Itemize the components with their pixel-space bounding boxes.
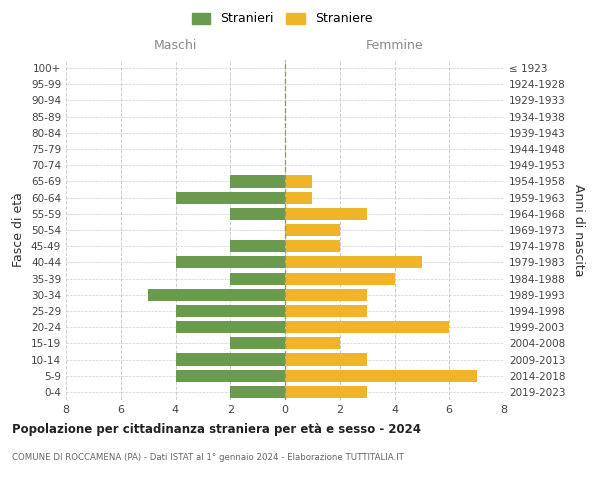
- Bar: [285, 176, 313, 188]
- Bar: [285, 354, 367, 366]
- Bar: [285, 272, 395, 284]
- Text: Maschi: Maschi: [154, 39, 197, 52]
- Bar: [148, 288, 285, 301]
- Bar: [285, 224, 340, 236]
- Bar: [285, 288, 367, 301]
- Bar: [230, 240, 285, 252]
- Bar: [230, 338, 285, 349]
- Bar: [230, 272, 285, 284]
- Bar: [176, 370, 285, 382]
- Bar: [285, 256, 422, 268]
- Bar: [285, 240, 340, 252]
- Bar: [285, 338, 340, 349]
- Y-axis label: Fasce di età: Fasce di età: [13, 192, 25, 268]
- Text: COMUNE DI ROCCAMENA (PA) - Dati ISTAT al 1° gennaio 2024 - Elaborazione TUTTITAL: COMUNE DI ROCCAMENA (PA) - Dati ISTAT al…: [12, 452, 404, 462]
- Bar: [285, 370, 476, 382]
- Bar: [285, 386, 367, 398]
- Y-axis label: Anni di nascita: Anni di nascita: [572, 184, 585, 276]
- Bar: [230, 208, 285, 220]
- Bar: [285, 208, 367, 220]
- Bar: [176, 192, 285, 203]
- Bar: [176, 305, 285, 317]
- Bar: [176, 256, 285, 268]
- Legend: Stranieri, Straniere: Stranieri, Straniere: [188, 8, 376, 29]
- Text: Popolazione per cittadinanza straniera per età e sesso - 2024: Popolazione per cittadinanza straniera p…: [12, 422, 421, 436]
- Bar: [285, 305, 367, 317]
- Bar: [230, 386, 285, 398]
- Bar: [285, 321, 449, 333]
- Bar: [176, 354, 285, 366]
- Bar: [285, 192, 313, 203]
- Text: Femmine: Femmine: [365, 39, 424, 52]
- Bar: [176, 321, 285, 333]
- Bar: [230, 176, 285, 188]
